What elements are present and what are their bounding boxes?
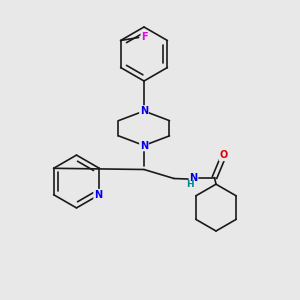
Text: F: F: [141, 32, 148, 43]
Text: N: N: [94, 190, 102, 200]
Text: N: N: [140, 140, 148, 151]
Text: N: N: [189, 172, 198, 183]
Text: N: N: [140, 106, 148, 116]
Text: H: H: [186, 180, 194, 189]
Text: O: O: [219, 150, 228, 161]
